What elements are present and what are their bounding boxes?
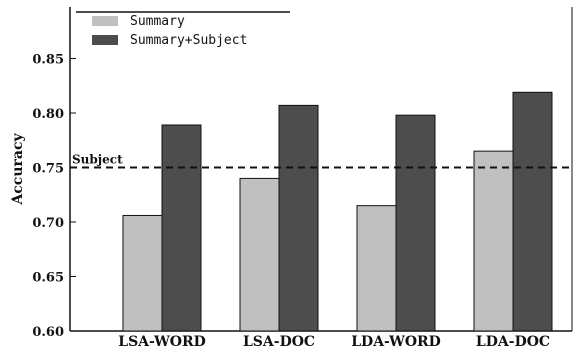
bar-summary-subject-lda-word — [395, 114, 436, 332]
bars-group — [122, 91, 553, 332]
x-tick-label-lsa-doc: LSA-DOC — [243, 334, 315, 350]
legend-label-summary-subject: Summary+Subject — [130, 33, 247, 48]
x-axis-labels: LSA-WORD LSA-DOC LDA-WORD LDA-DOC — [118, 334, 550, 350]
legend-swatch-summary — [92, 16, 118, 26]
y-tick-label: 0.85 — [32, 53, 64, 68]
x-tick-label-lsa-word: LSA-WORD — [118, 334, 206, 350]
bar-summary-lsa-word — [122, 214, 163, 332]
y-axis-ticks: 0.60 0.65 0.70 0.75 0.80 0.85 — [32, 53, 76, 340]
y-tick-label: 0.70 — [32, 216, 64, 231]
y-tick-label: 0.60 — [32, 325, 64, 340]
x-tick-label-lda-doc: LDA-DOC — [476, 334, 550, 350]
subject-reference-label: Subject — [72, 153, 123, 167]
y-tick-label: 0.65 — [32, 271, 64, 286]
y-tick-label: 0.75 — [32, 162, 64, 177]
bar-summary-lda-word — [356, 205, 397, 332]
bar-summary-subject-lsa-doc — [278, 104, 319, 332]
bar-summary-subject-lsa-word — [161, 124, 202, 332]
y-axis-title: Accuracy — [10, 133, 26, 206]
y-tick-label: 0.80 — [32, 107, 64, 122]
legend-swatch-summary-subject — [92, 35, 118, 45]
bar-summary-lsa-doc — [239, 177, 280, 332]
legend-label-summary: Summary — [130, 14, 185, 29]
bar-summary-subject-lda-doc — [512, 91, 553, 332]
legend: Summary Summary+Subject — [76, 11, 290, 48]
x-tick-label-lda-word: LDA-WORD — [351, 334, 441, 350]
bar-summary-lda-doc — [473, 150, 514, 332]
